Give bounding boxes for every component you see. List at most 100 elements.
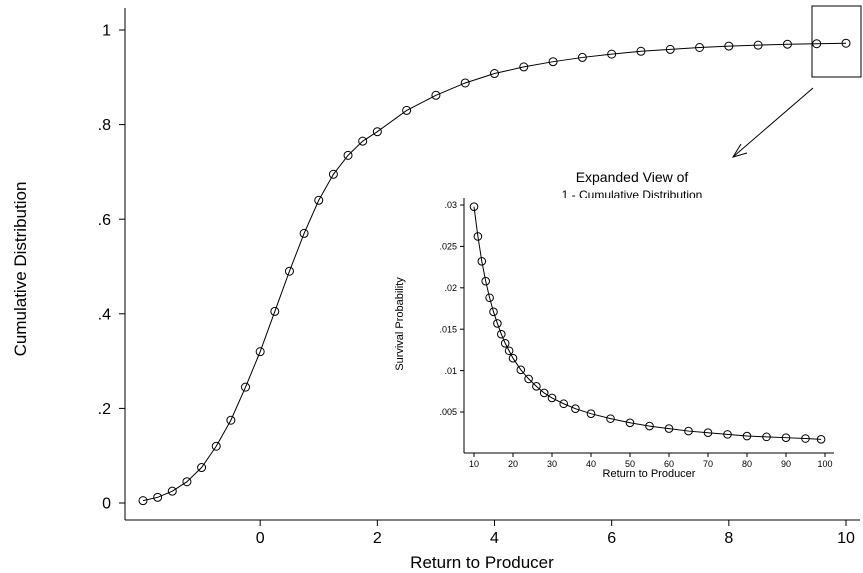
main-data-point [841, 38, 851, 48]
inset-y-axis-label: Survival Probability [394, 277, 406, 371]
zoom-arrow-line [732, 87, 814, 158]
main-data-point [182, 477, 192, 487]
main-data-point [255, 347, 265, 357]
inset-x-tick-label: 100 [817, 459, 832, 469]
inset-x-tick-label: 50 [625, 459, 635, 469]
inset-y-tick-label: .015 [439, 324, 457, 334]
inset-x-tick-label: 20 [508, 459, 518, 469]
main-data-point [460, 78, 470, 88]
inset-data-point [801, 434, 810, 443]
zoom-arrow-head [731, 143, 748, 158]
inset-data-point [493, 319, 502, 328]
inset-data-point [645, 421, 654, 431]
main-data-point [724, 41, 734, 51]
inset-data-point [516, 365, 526, 375]
main-data-point [812, 39, 822, 49]
main-y-tick-label: 0 [102, 496, 111, 513]
inset-data-point [664, 424, 674, 433]
inset-y-tick-label: .03 [444, 200, 457, 210]
inset-x-tick-label: 40 [586, 459, 596, 469]
main-x-tick-label: 2 [373, 530, 382, 547]
main-data-point [607, 49, 617, 59]
main-y-tick-label: .6 [98, 212, 111, 229]
main-data-point [695, 43, 705, 53]
main-x-axis-label: Return to Producer [410, 553, 554, 572]
inset-data-point [508, 353, 518, 363]
inset-series [469, 202, 826, 444]
inset-x-tick-label: 70 [703, 459, 713, 469]
inset-data-point [781, 433, 791, 442]
inset-x-tick-label: 60 [664, 459, 674, 469]
inset-data-point [606, 414, 615, 423]
inset-y-tick-label: .025 [439, 242, 457, 252]
main-data-point [358, 136, 368, 146]
main-y-tick-label: .8 [98, 117, 111, 134]
inset-series-line [473, 206, 822, 440]
main-data-point [314, 195, 324, 205]
main-y-tick-label: 1 [102, 23, 111, 40]
inset-data-point [559, 399, 569, 409]
inset-data-point [723, 430, 732, 439]
main-data-point [241, 382, 251, 392]
main-y-axis-label: Cumulative Distribution [11, 182, 30, 357]
inset-data-point [477, 257, 487, 266]
main-data-point [138, 496, 148, 506]
main-data-point [577, 52, 587, 62]
inset-data-point [489, 307, 498, 317]
inset-data-point [504, 346, 514, 356]
zoom-highlight-box [811, 5, 862, 78]
main-x-tick-label: 8 [724, 530, 733, 547]
main-data-point [636, 46, 646, 56]
inset-data-point [469, 202, 479, 211]
inset-data-point [625, 418, 635, 428]
main-data-point [372, 127, 382, 137]
main-series [138, 38, 851, 506]
inset-data-point [762, 432, 771, 442]
main-data-point [284, 266, 294, 276]
main-data-point [270, 306, 280, 316]
inset-x-tick-label: 10 [469, 459, 479, 469]
main-y-ticks: 0 .2 .4 .6 .8 1 [98, 23, 125, 513]
main-data-point [431, 90, 441, 100]
inset-title: Expanded View of [576, 169, 689, 185]
main-data-point [782, 39, 792, 49]
inset-y-ticks: .005 .01 .015 .02 .025 .03 [439, 200, 464, 417]
inset-data-point [539, 388, 549, 398]
inset-data-point [742, 431, 752, 441]
main-data-point [153, 492, 163, 502]
inset-data-point [485, 293, 494, 303]
inset-y-tick-label: .01 [444, 366, 457, 376]
inset-y-tick-label: .005 [439, 407, 457, 417]
inset-data-point [497, 329, 506, 339]
main-data-point [299, 228, 309, 238]
main-data-point [519, 62, 529, 72]
inset-x-tick-label: 80 [742, 459, 752, 469]
main-x-tick-label: 6 [607, 530, 616, 547]
main-y-tick-label: .2 [98, 401, 111, 418]
main-x-tick-label: 4 [490, 530, 499, 547]
main-series-line [142, 42, 847, 502]
main-data-point [490, 69, 499, 79]
main-x-tick-label: 10 [837, 530, 855, 547]
main-x-tick-label: 0 [256, 530, 265, 547]
inset-data-point [532, 382, 541, 391]
inset-data-point [481, 276, 491, 286]
inset-x-axis-label: Return to Producer [603, 468, 696, 480]
main-data-point [548, 57, 558, 67]
main-data-point [226, 415, 236, 425]
main-data-point [328, 169, 338, 179]
inset-x-ticks: 10 20 30 40 50 60 70 80 90 100 [469, 453, 833, 469]
main-data-point [665, 44, 675, 54]
main-data-point [402, 105, 412, 115]
inset-x-tick-label: 30 [547, 459, 557, 469]
inset-y-tick-label: .02 [444, 283, 457, 293]
inset-data-point [586, 409, 596, 418]
inset-data-point [816, 435, 826, 444]
inset-x-tick-label: 90 [781, 459, 791, 469]
inset-data-point [473, 232, 483, 241]
main-y-tick-label: .4 [98, 306, 111, 323]
inset-data-point [547, 393, 557, 403]
inset-background [465, 198, 835, 453]
inset-data-point [500, 338, 510, 348]
main-data-point [211, 441, 221, 451]
